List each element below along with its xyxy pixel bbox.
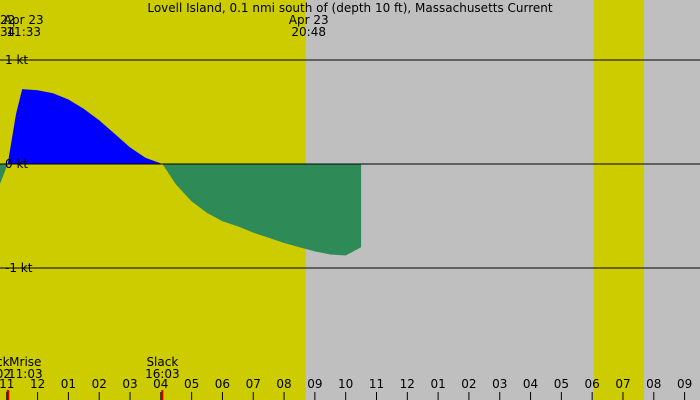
hour-label-13: 12 (400, 377, 415, 391)
hour-label-9: 08 (276, 377, 291, 391)
event-name-4: Slack (146, 355, 178, 369)
top-time-label-2: 20:48 (291, 25, 326, 39)
hour-label-15: 02 (461, 377, 476, 391)
event-time-3: 11:03 (8, 367, 43, 381)
top-time-label-1: 11:33 (6, 25, 41, 39)
hour-label-20: 07 (615, 377, 630, 391)
hour-label-5: 04 (153, 377, 168, 391)
hour-label-21: 08 (646, 377, 661, 391)
hour-label-0: 11 (0, 377, 14, 391)
hour-label-12: 11 (369, 377, 384, 391)
flood-area-2 (7, 89, 163, 164)
hour-label-17: 04 (523, 377, 538, 391)
event-name-2: Slack (0, 355, 10, 369)
event-marker-3 (7, 390, 10, 400)
event-name-3: Mrise (9, 355, 41, 369)
y-axis-labels: 1 kt 0 kt -1 kt (5, 53, 33, 275)
hour-label-8: 07 (246, 377, 261, 391)
hour-label-22: 09 (677, 377, 692, 391)
daylight-band-1 (593, 0, 644, 400)
y-tick-label-2: -1 kt (5, 261, 33, 275)
event-marker-4 (161, 390, 164, 400)
ebb-area-3 (162, 164, 362, 256)
hour-label-1: 12 (30, 377, 45, 391)
top-left-date-fragment: 22 (0, 13, 15, 27)
hour-label-19: 06 (585, 377, 600, 391)
top-date-label-1: Apr 23 (4, 13, 44, 27)
event-time-2: 11:02 (0, 367, 11, 381)
hour-label-3: 02 (92, 377, 107, 391)
hour-label-18: 05 (554, 377, 569, 391)
hour-axis: 11 12 01 02 03 04 05 06 07 08 09 10 11 12 01 02 03 04 05 06… (0, 377, 692, 400)
hour-label-14: 01 (430, 377, 445, 391)
ebb-area-1 (0, 164, 8, 185)
hour-label-4: 03 (122, 377, 137, 391)
y-tick-label-1: 0 kt (5, 157, 28, 171)
event-labels: Mset01:56Slack03:11Slack11:02Mrise11:03S… (0, 355, 180, 400)
hour-label-10: 09 (307, 377, 322, 391)
top-left-time-fragment: 34 (0, 25, 15, 39)
level-lines (0, 59, 700, 269)
y-tick-label-0: 1 kt (5, 53, 28, 67)
hour-label-7: 06 (215, 377, 230, 391)
top-date-label-2: Apr 23 (289, 13, 329, 27)
hour-label-6: 05 (184, 377, 199, 391)
hour-label-11: 10 (338, 377, 353, 391)
hour-label-2: 01 (61, 377, 76, 391)
hour-label-16: 03 (492, 377, 507, 391)
current-series (0, 89, 362, 256)
chart-title: Lovell Island, 0.1 nmi south of (depth 1… (147, 1, 553, 15)
event-time-4: 16:03 (145, 367, 180, 381)
